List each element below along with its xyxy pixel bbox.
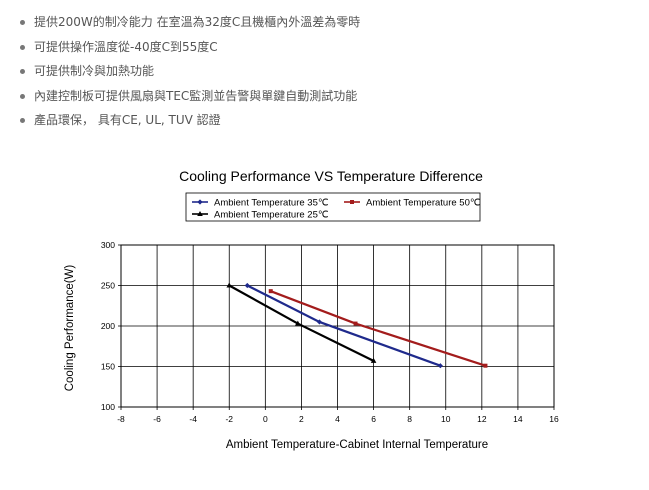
data-point [295, 320, 301, 326]
series-group [226, 282, 377, 363]
bullet-icon [20, 93, 25, 99]
plot-series [226, 282, 488, 369]
y-tick-label: 150 [101, 362, 115, 372]
data-point [370, 357, 377, 363]
x-tick-label: -4 [189, 414, 197, 424]
feature-text: 提供200W的制冷能力 在室溫為32度C且機櫃內外溫差為零時 [34, 15, 361, 29]
y-axis-label: Cooling Performance(W) [64, 265, 76, 392]
data-point [268, 289, 273, 294]
series-group [244, 282, 443, 369]
x-tick-label: 2 [299, 414, 304, 424]
feature-item: 內建控制板可提供風扇與TEC監測並告警與單鍵自動測試功能 [20, 84, 360, 109]
x-tick-label: 8 [407, 414, 412, 424]
data-point [226, 282, 233, 288]
bullet-icon [20, 118, 25, 123]
x-tick-label: 12 [477, 414, 487, 424]
feature-text: 產品環保， 具有CE, UL, TUV 認證 [34, 113, 221, 127]
feature-text: 可提供制冷與加熱功能 [34, 64, 155, 78]
feature-list: 提供200W的制冷能力 在室溫為32度C且機櫃內外溫差為零時 可提供操作溫度從-… [20, 10, 360, 133]
legend-label: Ambient Temperature 25℃ [214, 210, 329, 221]
data-point [350, 200, 354, 204]
data-point [353, 321, 358, 326]
x-tick-label: -8 [117, 414, 125, 424]
y-tick-label: 250 [101, 281, 115, 291]
legend-label: Ambient Temperature 50℃ [366, 198, 481, 209]
y-tick-label: 300 [101, 240, 115, 250]
legend-item: Ambient Temperature 50℃ [344, 198, 481, 209]
feature-item: 可提供操作溫度從-40度C到55度C [20, 35, 360, 60]
feature-item: 可提供制冷與加熱功能 [20, 59, 360, 84]
x-tick-label: 10 [441, 414, 451, 424]
legend-item: Ambient Temperature 35℃ [192, 198, 329, 209]
x-tick-label: -2 [225, 414, 233, 424]
feature-text: 內建控制板可提供風扇與TEC監測並告警與單鍵自動測試功能 [34, 88, 358, 103]
legend-label: Ambient Temperature 35℃ [214, 198, 329, 209]
chart-legend: Ambient Temperature 35℃ Ambient Temperatu… [185, 192, 481, 222]
feature-item: 產品環保， 具有CE, UL, TUV 認證 [20, 108, 360, 133]
plot-grid [121, 245, 554, 407]
series-line [246, 284, 441, 367]
x-tick-label: 14 [513, 414, 523, 424]
chart-title: Cooling Performance VS Temperature Diffe… [179, 168, 483, 184]
series-group [268, 289, 488, 368]
axis-ticks: -8 -6 -4 -2 0 2 4 6 8 10 12 14 16 100 150 200 250 300 [101, 240, 559, 424]
bullet-icon [20, 69, 25, 74]
feature-text: 可提供操作溫度從-40度C到55度C [34, 39, 218, 54]
legend-box [185, 192, 481, 222]
data-point [197, 199, 203, 205]
bullet-icon [20, 44, 25, 50]
x-tick-label: 6 [371, 414, 376, 424]
series-line [270, 290, 486, 367]
feature-item: 提供200W的制冷能力 在室溫為32度C且機櫃內外溫差為零時 [20, 10, 360, 35]
y-tick-label: 200 [101, 321, 115, 331]
legend-item: Ambient Temperature 25℃ [192, 210, 329, 221]
data-point [483, 363, 488, 368]
bullet-icon [20, 20, 25, 25]
data-point [316, 319, 323, 325]
x-tick-label: 16 [549, 414, 559, 424]
data-point [244, 282, 250, 289]
y-tick-label: 100 [101, 402, 115, 412]
data-point [437, 363, 443, 369]
data-point [197, 211, 203, 216]
x-tick-label: -6 [153, 414, 161, 424]
x-axis-label: Ambient Temperature-Cabinet Internal Tem… [226, 439, 488, 451]
x-tick-label: 4 [335, 414, 340, 424]
x-tick-label: 0 [263, 414, 268, 424]
